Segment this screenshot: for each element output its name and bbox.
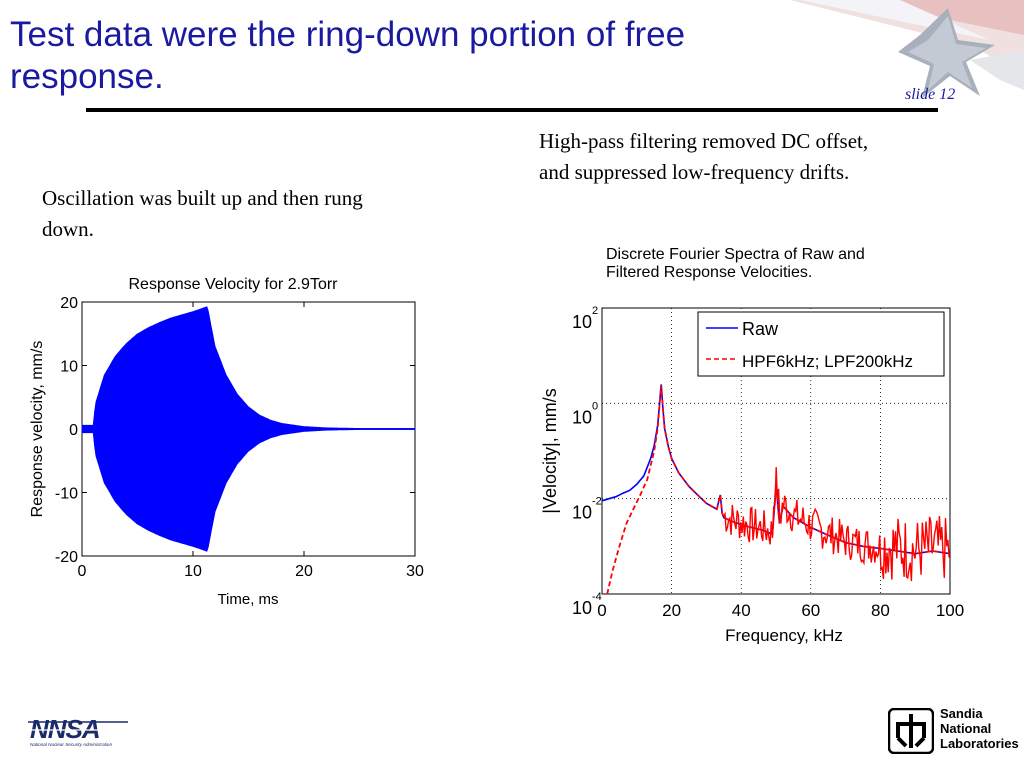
- chart2-y-tick-label: 10: [572, 598, 592, 618]
- filtered-noise-band: [723, 467, 950, 582]
- slide-title-line-2: response.: [10, 57, 164, 96]
- sandia-line-1: Sandia: [940, 706, 983, 721]
- chart2-y-tick-label: 10: [572, 312, 592, 332]
- note-left: Oscillation was built up and then rung d…: [42, 186, 363, 241]
- sandia-logo: Sandia National Laboratories: [888, 706, 1019, 758]
- filtered-spectrum-line: [606, 385, 951, 595]
- chart2-x-tick-label: 40: [732, 601, 751, 620]
- nnsa-logo-subtitle: National Nuclear Security Administration: [30, 742, 112, 747]
- chart2-y-label: |Velocity|, mm/s: [540, 388, 560, 513]
- sandia-line-3: Laboratories: [940, 736, 1019, 751]
- chart2-x-label: Frequency, kHz: [725, 626, 843, 644]
- chart1-x-tick-label: 0: [78, 563, 87, 580]
- chart2-y-tick-label: 10: [572, 407, 592, 427]
- legend-box: [697, 311, 945, 377]
- chart2-y-tick-exponent: -2: [592, 496, 602, 508]
- response-velocity-chart: Response Velocity for 2.9Torr 0 10 20 30 20 1…: [29, 276, 424, 608]
- sandia-thunderbird-icon: [888, 708, 934, 754]
- chart2-y-tick-exponent: -4: [592, 591, 602, 603]
- chart1-x-tick-label: 20: [295, 563, 313, 580]
- spectra-caption-line-1: Discrete Fourier Spectra of Raw and: [606, 246, 865, 263]
- chart1-y-tick-label: 10: [60, 359, 78, 376]
- chart1-y-label: Response velocity, mm/s: [29, 341, 46, 518]
- chart1-x-label: Time, ms: [217, 591, 278, 608]
- legend-filtered-label: HPF6kHz; LPF200kHz: [742, 352, 913, 371]
- chart1-x-tick-label: 30: [406, 563, 424, 580]
- chart2-x-tick-label: 100: [936, 601, 964, 620]
- chart2-y-tick-label: 10: [572, 503, 592, 523]
- sandia-line-2: National: [940, 721, 992, 736]
- chart1-y-tick-label: 0: [69, 422, 78, 439]
- title-divider: [86, 108, 938, 112]
- note-right: High-pass filtering removed DC offset, a…: [539, 129, 869, 184]
- chart2-x-tick-label: 60: [801, 601, 820, 620]
- chart2-legend: Raw HPF6kHz; LPF200kHz: [697, 311, 945, 377]
- slide-number: slide 12: [905, 86, 956, 103]
- chart2-x-tick-label: 20: [662, 601, 681, 620]
- slide-title: Test data were the ring-down portion of …: [10, 14, 810, 98]
- chart1-title: Response Velocity for 2.9Torr: [129, 276, 339, 293]
- spectra-caption: Discrete Fourier Spectra of Raw and Filt…: [606, 246, 865, 282]
- chart1-y-tick-label: -20: [55, 549, 78, 566]
- star-logo-icon: [790, 0, 1024, 98]
- chart2-x-tick-label: 0: [597, 601, 606, 620]
- nnsa-logo: NNSA National Nuclear Security Administr…: [28, 714, 128, 747]
- chart2-x-tick-label: 80: [871, 601, 890, 620]
- legend-raw-label: Raw: [742, 319, 779, 339]
- chart2-y-tick-exponent: 2: [592, 305, 598, 317]
- chart1-y-tick-label: 20: [60, 295, 78, 312]
- chart1-y-tick-label: -10: [55, 486, 78, 503]
- chart1-x-tick-label: 10: [184, 563, 202, 580]
- slide-title-line-1: Test data were the ring-down portion of …: [10, 15, 686, 54]
- spectra-caption-line-2: Filtered Response Velocities.: [606, 264, 813, 281]
- chart2-y-tick-exponent: 0: [592, 400, 598, 412]
- nnsa-logo-text: NNSA: [30, 714, 100, 744]
